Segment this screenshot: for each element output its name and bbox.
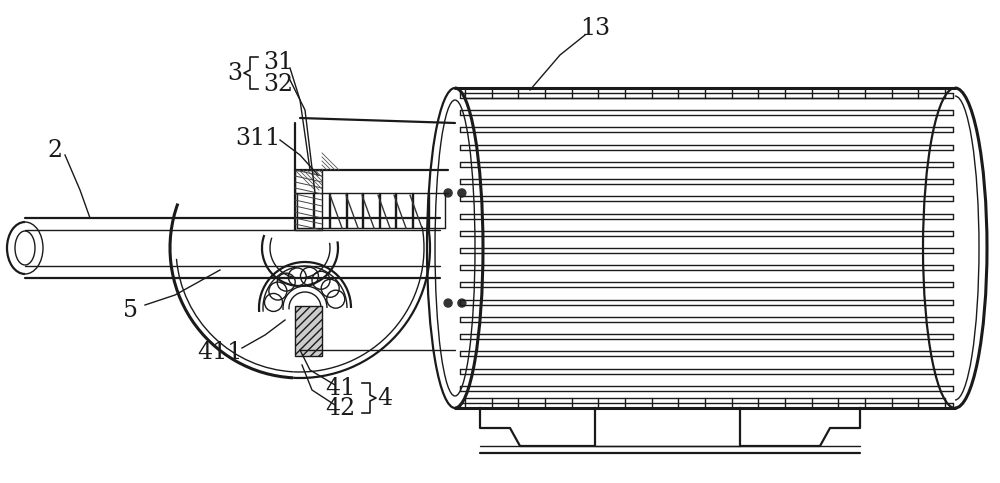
Circle shape <box>444 189 452 197</box>
Bar <box>295 306 322 356</box>
Circle shape <box>458 299 466 307</box>
Text: 32: 32 <box>263 72 293 96</box>
Bar <box>295 170 322 230</box>
Text: 42: 42 <box>325 397 355 420</box>
Text: 4: 4 <box>377 386 393 410</box>
Text: 2: 2 <box>47 139 63 161</box>
Circle shape <box>458 189 466 197</box>
Text: 3: 3 <box>228 61 243 85</box>
Text: 41: 41 <box>325 377 355 399</box>
Text: 5: 5 <box>123 298 138 322</box>
Text: 13: 13 <box>580 16 610 40</box>
Text: 311: 311 <box>235 127 281 150</box>
Text: 411: 411 <box>197 341 243 364</box>
Circle shape <box>444 299 452 307</box>
Text: 31: 31 <box>263 51 293 73</box>
